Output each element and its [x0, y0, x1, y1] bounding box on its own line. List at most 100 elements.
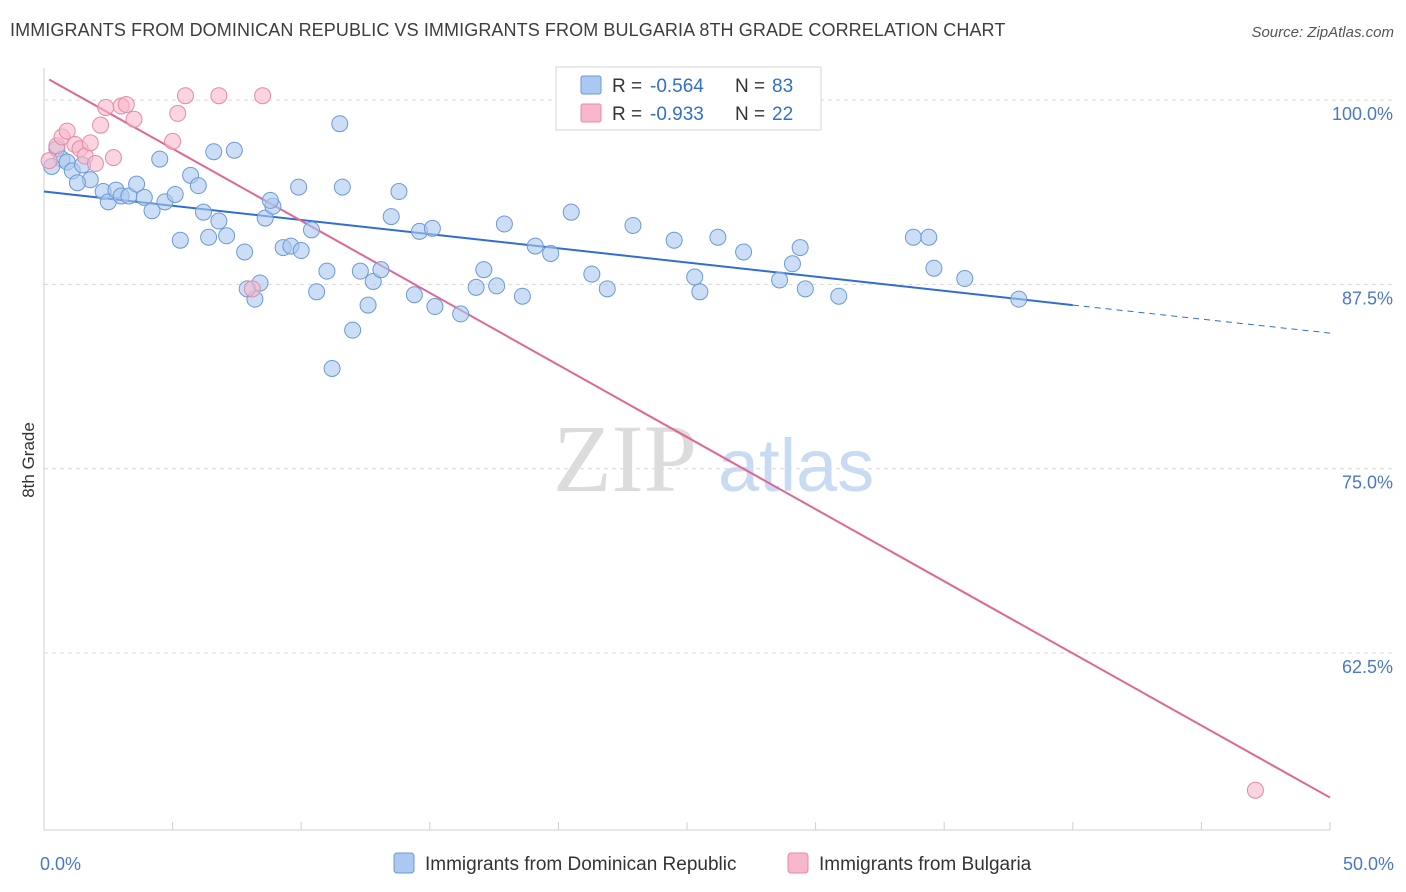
- point-dominican: [225, 141, 243, 159]
- point-dominican: [771, 271, 789, 289]
- point-bulgaria: [176, 87, 194, 105]
- point-dominican: [691, 283, 709, 301]
- x-tick-labels: 0.0% 50.0%: [40, 854, 1394, 874]
- point-dominican: [686, 268, 704, 286]
- point-dominican: [796, 280, 814, 298]
- stats-n-value-blue: 83: [772, 76, 793, 97]
- point-dominican: [426, 298, 444, 316]
- point-dominican: [331, 115, 349, 133]
- point-dominican: [488, 277, 506, 295]
- point-dominican: [372, 261, 390, 279]
- point-bulgaria: [97, 98, 115, 116]
- point-bulgaria: [125, 110, 143, 128]
- point-dominican: [513, 287, 531, 305]
- point-bulgaria: [254, 87, 272, 105]
- y-tick-label: 62.5%: [1342, 657, 1393, 677]
- point-dominican: [308, 283, 326, 301]
- point-dominican: [475, 261, 493, 279]
- point-dominican: [467, 278, 485, 296]
- point-dominican: [830, 287, 848, 305]
- point-dominican: [302, 221, 320, 239]
- point-bulgaria: [117, 96, 135, 114]
- point-dominican: [904, 228, 922, 246]
- point-bulgaria: [164, 132, 182, 150]
- point-dominican: [735, 243, 753, 261]
- gridlines: [44, 99, 1392, 654]
- point-dominican: [210, 212, 228, 230]
- stats-r-value-pink: -0.933: [650, 104, 704, 125]
- point-dominican: [423, 219, 441, 237]
- chart-title: IMMIGRANTS FROM DOMINICAN REPUBLIC VS IM…: [10, 20, 1006, 40]
- point-dominican: [583, 265, 601, 283]
- point-dominican: [323, 359, 341, 377]
- series-legend: Immigrants from Dominican Republic Immig…: [393, 852, 1032, 875]
- point-bulgaria: [40, 152, 58, 170]
- point-bulgaria: [86, 155, 104, 173]
- stats-n-label-pink: N =: [735, 104, 765, 125]
- legend-swatch-pink: [787, 852, 809, 874]
- point-dominican: [292, 242, 310, 260]
- stats-r-value-blue: -0.564: [650, 76, 704, 97]
- source-credit: Source: ZipAtlas.com: [1251, 24, 1394, 41]
- point-dominican: [783, 255, 801, 273]
- point-dominican: [351, 262, 369, 280]
- point-dominican: [143, 202, 161, 220]
- point-dominican: [194, 203, 212, 221]
- point-dominican: [598, 280, 616, 298]
- point-dominican: [495, 215, 513, 233]
- watermark-atlas: atlas: [718, 424, 874, 507]
- point-dominican: [68, 174, 86, 192]
- y-tick-labels: 100.0% 87.5% 75.0% 62.5%: [1332, 104, 1393, 677]
- stats-legend: R = -0.564 N = 83 R = -0.933 N = 22: [555, 66, 822, 131]
- legend-label-pink: Immigrants from Bulgaria: [819, 854, 1032, 875]
- stats-r-label-blue: R =: [612, 76, 642, 97]
- trend-line-dominican-extension: [1072, 304, 1331, 334]
- stats-swatch-pink: [580, 103, 602, 123]
- point-dominican: [151, 150, 169, 168]
- point-bulgaria: [210, 87, 228, 105]
- point-dominican: [526, 237, 544, 255]
- point-dominican: [171, 231, 189, 249]
- point-dominican: [166, 185, 184, 203]
- y-tick-label: 87.5%: [1342, 288, 1393, 308]
- point-dominican: [624, 216, 642, 234]
- point-dominican: [261, 191, 279, 209]
- point-bulgaria: [92, 116, 110, 134]
- y-axis-label: 8th Grade: [19, 422, 38, 498]
- point-dominican: [562, 203, 580, 221]
- point-dominican: [956, 270, 974, 288]
- point-bulgaria: [81, 134, 99, 152]
- x-tick-label: 50.0%: [1343, 854, 1394, 874]
- point-dominican: [1010, 290, 1028, 308]
- point-bulgaria: [58, 122, 76, 140]
- point-dominican: [189, 177, 207, 195]
- point-dominican: [382, 208, 400, 226]
- point-dominican: [709, 228, 727, 246]
- point-dominican: [452, 305, 470, 323]
- point-dominican: [135, 188, 153, 206]
- point-bulgaria: [104, 149, 122, 167]
- stats-n-value-pink: 22: [772, 104, 793, 125]
- point-dominican: [318, 262, 336, 280]
- axes: [43, 68, 1331, 831]
- point-dominican: [290, 178, 308, 196]
- point-dominican: [925, 259, 943, 277]
- trend-line-bulgaria: [48, 78, 1331, 799]
- legend-swatch-blue: [393, 852, 415, 874]
- stats-swatch-blue: [580, 75, 602, 95]
- point-dominican: [236, 243, 254, 261]
- point-bulgaria: [243, 280, 261, 298]
- point-dominican: [405, 286, 423, 304]
- point-dominican: [200, 228, 218, 246]
- point-dominican: [390, 183, 408, 201]
- legend-label-blue: Immigrants from Dominican Republic: [425, 854, 737, 875]
- watermark: ZIP atlas: [553, 405, 874, 512]
- x-tick-label: 0.0%: [40, 854, 81, 874]
- stats-n-label-blue: N =: [735, 76, 765, 97]
- stats-r-label-pink: R =: [612, 104, 642, 125]
- point-dominican: [665, 231, 683, 249]
- point-dominican: [256, 209, 274, 227]
- point-dominican: [359, 296, 377, 314]
- point-dominican: [344, 321, 362, 339]
